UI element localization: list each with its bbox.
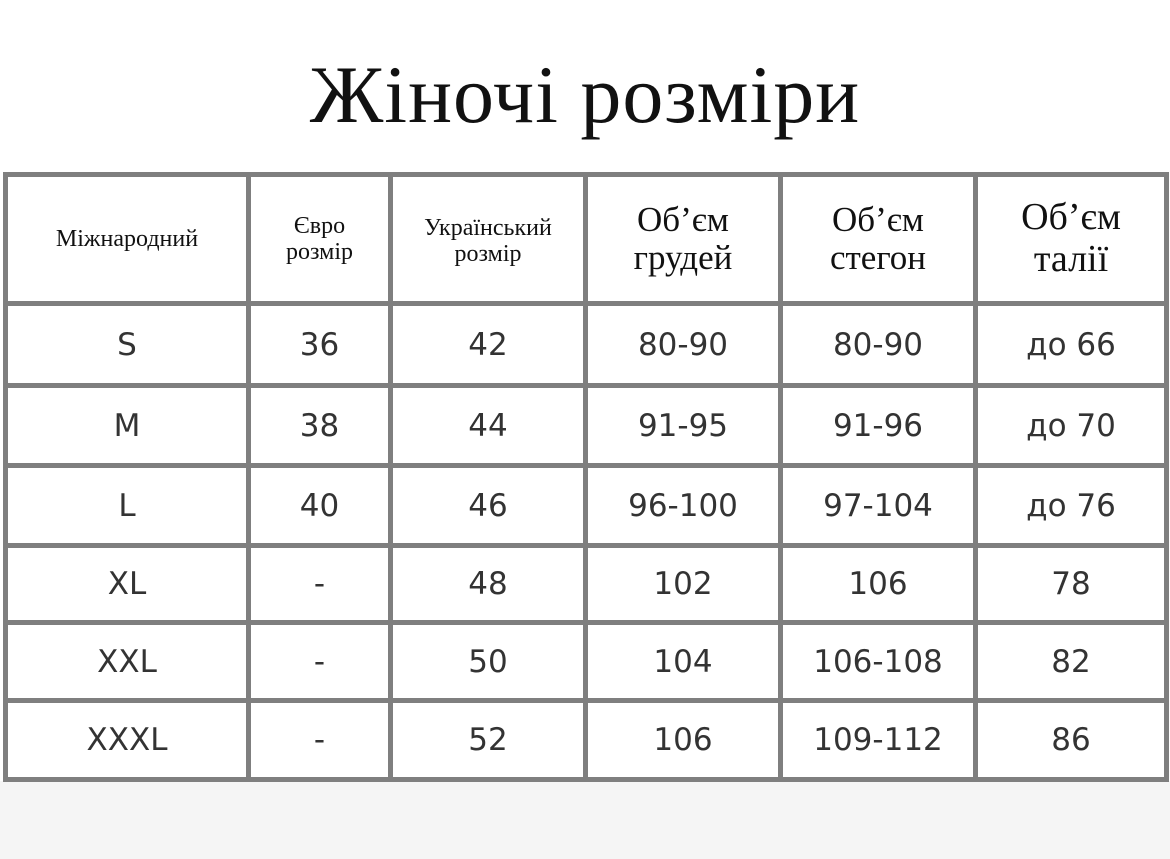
cell-ukrainian: 50 [388, 620, 588, 703]
header-text: грудей [633, 238, 733, 277]
cell-hips: 109-112 [778, 698, 978, 782]
page-title: Жіночі розміри [309, 49, 861, 140]
cell-ukrainian: 42 [388, 301, 588, 388]
cell-euro: - [246, 698, 393, 782]
cell-bust: 80-90 [583, 301, 783, 388]
cell-waist: до 66 [973, 301, 1169, 388]
header-ukrainian-size: Український розмір [388, 172, 588, 306]
header-text: талії [1033, 238, 1109, 280]
cell-bust: 91-95 [583, 383, 783, 468]
size-table: Міжнародний Євро розмір Український розмір… [3, 172, 1169, 782]
header-row: Міжнародний Євро розмір Український розмір… [3, 172, 1169, 306]
cell-bust: 104 [583, 620, 783, 703]
header-text: Український [424, 215, 552, 241]
cell-bust: 96-100 [583, 463, 783, 548]
cell-euro: 40 [246, 463, 393, 548]
table-row: L 40 46 96-100 97-104 до 76 [3, 463, 1169, 548]
cell-hips: 106 [778, 543, 978, 625]
header-text: розмір [286, 239, 353, 265]
table-row: M 38 44 91-95 91-96 до 70 [3, 383, 1169, 468]
header-international: Міжнародний [3, 172, 251, 306]
header-text: Об’єм [1021, 196, 1121, 239]
cell-bust: 106 [583, 698, 783, 782]
cell-waist: 82 [973, 620, 1169, 703]
cell-international: XXL [3, 620, 251, 703]
header-text: Міжнародний [55, 225, 199, 252]
cell-ukrainian: 44 [388, 383, 588, 468]
cell-euro: - [246, 620, 393, 703]
cell-euro: 36 [246, 301, 393, 388]
cell-hips: 97-104 [778, 463, 978, 548]
header-bust: Об’єм грудей [583, 172, 783, 306]
header-text: Об’єм [637, 199, 729, 239]
cell-international: XL [3, 543, 251, 625]
cell-ukrainian: 48 [388, 543, 588, 625]
cell-international: M [3, 383, 251, 468]
header-text: Євро [293, 212, 346, 239]
header-text: стегон [829, 238, 927, 277]
table-row: XXXL -52 106 109-112 86 [3, 698, 1169, 782]
cell-waist: 78 [973, 543, 1169, 625]
cell-bust: 102 [583, 543, 783, 625]
cell-euro: - [246, 543, 393, 625]
cell-international: S [3, 301, 251, 388]
table-row: S 36 42 80-90 80-90 до 66 [3, 301, 1169, 388]
header-waist: Об’єм талії [973, 172, 1169, 306]
cell-international: L [3, 463, 251, 548]
header-text: Об’єм [832, 199, 924, 239]
header-euro-size: Євро розмір [246, 172, 393, 306]
cell-waist: до 76 [973, 463, 1169, 548]
cell-ukrainian: 46 [388, 463, 588, 548]
cell-waist: до 70 [973, 383, 1169, 468]
cell-hips: 106-108 [778, 620, 978, 703]
cell-ukrainian: 52 [388, 698, 588, 782]
table-row: XL -48 102 106 78 [3, 543, 1169, 625]
cell-hips: 91-96 [778, 383, 978, 468]
table-row: XXL -50 104 106-108 82 [3, 620, 1169, 703]
cell-waist: 86 [973, 698, 1169, 782]
cell-hips: 80-90 [778, 301, 978, 388]
header-text: розмір [454, 241, 522, 268]
header-hips: Об’єм стегон [778, 172, 978, 306]
cell-international: XXXL [3, 698, 251, 782]
cell-euro: 38 [246, 383, 393, 468]
